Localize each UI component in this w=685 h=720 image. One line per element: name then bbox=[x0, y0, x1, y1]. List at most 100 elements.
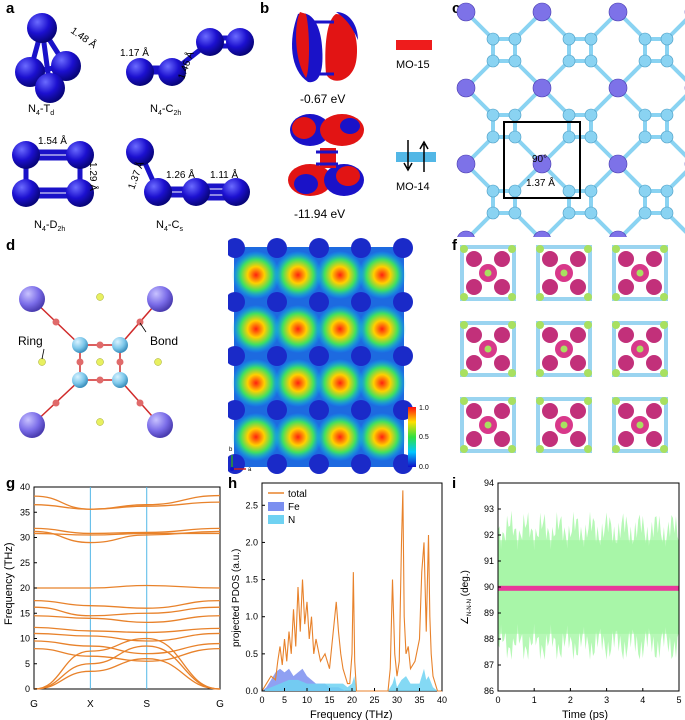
y-tick-label: 5 bbox=[25, 659, 30, 669]
panel-label-c: c bbox=[452, 0, 461, 17]
x-tick-label: 4 bbox=[640, 695, 645, 705]
axis-a-label: a bbox=[248, 467, 252, 473]
panel-label-d: d bbox=[6, 237, 16, 254]
td-name: N4-Td bbox=[28, 103, 54, 117]
density-lobe bbox=[570, 355, 586, 371]
pdos-total-line bbox=[261, 490, 442, 692]
density-lobe-minor bbox=[508, 293, 516, 301]
n-atom bbox=[508, 184, 522, 198]
panel-a-structures: 1.48 Å N4-Td 1.17 Å 1.46 Å N4-C2h bbox=[12, 13, 254, 233]
density-lobe-minor bbox=[508, 397, 516, 405]
y-tick-label: 15 bbox=[20, 608, 30, 618]
elf-void bbox=[228, 400, 245, 420]
bond-length-label: 1.37 Å bbox=[526, 176, 555, 189]
density-lobe-minor bbox=[612, 397, 620, 405]
density-lobe-minor bbox=[460, 245, 468, 253]
n-atom bbox=[638, 130, 652, 144]
elf-void bbox=[393, 346, 413, 366]
fe-atom bbox=[608, 78, 628, 98]
elf-void bbox=[267, 238, 287, 258]
elf-void bbox=[351, 346, 371, 366]
fe-atom bbox=[456, 2, 476, 22]
band-13 bbox=[33, 637, 221, 690]
elf-blob bbox=[316, 251, 364, 299]
y-tick-label: 20 bbox=[20, 583, 30, 593]
y-axis-label: ∠N-N-N (deg.) bbox=[460, 570, 473, 625]
density-lobe-minor bbox=[612, 293, 620, 301]
density-lobe-minor bbox=[660, 445, 668, 453]
c2h-name: N4-C2h bbox=[150, 103, 181, 117]
fe-site-core bbox=[484, 269, 492, 277]
density-lobe bbox=[542, 403, 558, 419]
fe-site-core bbox=[636, 421, 644, 429]
elf-void bbox=[351, 292, 371, 312]
panel-f-charge-density bbox=[460, 245, 668, 453]
fe-atom bbox=[457, 230, 475, 237]
density-lobe-minor bbox=[584, 245, 592, 253]
density-lobe bbox=[570, 403, 586, 419]
angle-label: 90° bbox=[532, 154, 547, 165]
density-lobe bbox=[646, 355, 662, 371]
elf-void bbox=[351, 454, 371, 474]
y-axis-label: projected PDOS (a.u.) bbox=[231, 549, 242, 647]
elf-blob bbox=[232, 305, 280, 353]
fe-site-core bbox=[636, 345, 644, 353]
fe-atom bbox=[532, 78, 552, 98]
fe-atom bbox=[532, 2, 552, 22]
panel-d-schematic: Ring Bond bbox=[18, 286, 178, 438]
elf-blob bbox=[232, 359, 280, 407]
density-lobe-minor bbox=[460, 369, 468, 377]
d2h-bond-label-2: 1.29 Å bbox=[87, 162, 100, 191]
elf-void bbox=[351, 238, 371, 258]
density-lobe bbox=[570, 327, 586, 343]
fe-site-core bbox=[560, 421, 568, 429]
colorbar-tick-min: 0.0 bbox=[419, 464, 429, 471]
y-tick-label: 91 bbox=[484, 556, 494, 566]
fe-site-core bbox=[560, 345, 568, 353]
y-tick-label: 90 bbox=[484, 582, 494, 592]
n-atom bbox=[584, 184, 598, 198]
n-atom bbox=[508, 206, 522, 220]
density-lobe bbox=[542, 431, 558, 447]
density-lobe-minor bbox=[536, 245, 544, 253]
band-7 bbox=[33, 606, 221, 617]
x-tick-label: 30 bbox=[392, 695, 402, 705]
molecule-n4-c2h bbox=[126, 28, 254, 86]
elf-blob bbox=[232, 251, 280, 299]
density-lobe bbox=[646, 403, 662, 419]
y-axis-ticks: 86 87 88 89 90 91 92 93 94 bbox=[484, 478, 501, 696]
n-atom bbox=[486, 54, 500, 68]
density-lobe-minor bbox=[612, 245, 620, 253]
x-tick-label: 35 bbox=[414, 695, 424, 705]
density-lobe bbox=[618, 431, 634, 447]
panel-i-md-angle: 86 87 88 89 90 91 92 93 94 0 1 2 3 4 5 Time (ps) ∠N-N… bbox=[460, 478, 682, 720]
y-tick-label: 1.5 bbox=[245, 575, 258, 585]
n-atom bbox=[486, 206, 500, 220]
x-tick-label: 3 bbox=[604, 695, 609, 705]
n-atom bbox=[660, 54, 674, 68]
fe-atom bbox=[533, 230, 551, 237]
elf-void bbox=[309, 346, 329, 366]
elf-blob bbox=[232, 413, 280, 461]
colorbar-tick-mid: 0.5 bbox=[419, 434, 429, 441]
molecule-n4-td bbox=[15, 13, 81, 103]
panel-label-i: i bbox=[452, 475, 457, 492]
density-lobe-minor bbox=[584, 321, 592, 329]
density-lobe bbox=[646, 431, 662, 447]
elf-blob bbox=[358, 413, 406, 461]
density-lobe bbox=[466, 431, 482, 447]
y-tick-label: 25 bbox=[20, 558, 30, 568]
density-lobe bbox=[494, 251, 510, 267]
density-lobe bbox=[646, 327, 662, 343]
lattice-network bbox=[456, 2, 685, 237]
panel-label-h: h bbox=[228, 475, 238, 492]
density-lobe bbox=[618, 355, 634, 371]
panel-g-phonon-bands: 0 5 10 15 20 25 30 35 40 G X S G Frequency (THz) bbox=[3, 482, 224, 710]
density-lobe-minor bbox=[536, 445, 544, 453]
y-tick-label: 86 bbox=[484, 686, 494, 696]
x-tick-label: 5 bbox=[676, 695, 681, 705]
density-lobe bbox=[494, 431, 510, 447]
colorbar-tick-max: 1.0 bbox=[419, 405, 429, 412]
x-tick-label: G bbox=[30, 699, 38, 710]
